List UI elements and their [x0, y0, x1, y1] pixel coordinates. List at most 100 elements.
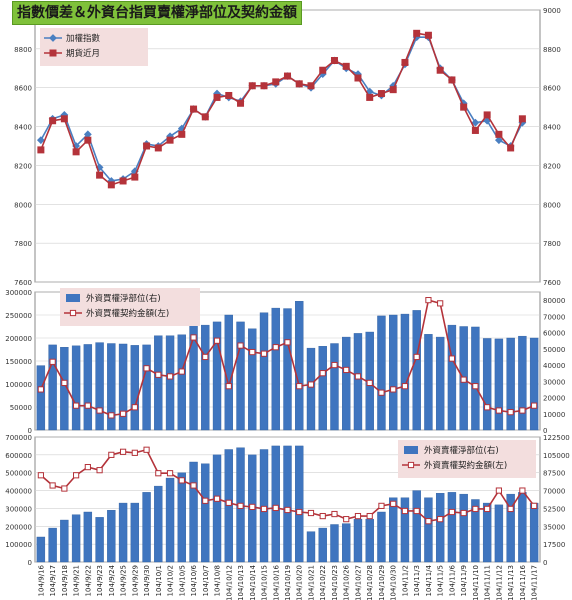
data-point [413, 507, 420, 515]
bar [482, 502, 492, 563]
x-tick-label: 104/9/18 [61, 565, 69, 596]
bar [435, 336, 445, 431]
x-tick-label: 104/10/27 [354, 565, 362, 600]
data-point [272, 78, 280, 86]
left-tick-label: 8000 [14, 201, 32, 209]
x-tick-label: 104/11/13 [507, 565, 515, 600]
right-tick-label: 10000 [543, 411, 565, 419]
legend-label: 外資賣權淨部位(右) [424, 445, 499, 456]
left-tick-label: 150000 [5, 358, 32, 366]
bar [259, 449, 269, 563]
data-point [378, 502, 385, 509]
data-point [307, 82, 315, 90]
data-point [460, 376, 467, 383]
data-point [190, 334, 197, 341]
data-point [354, 74, 362, 82]
data-point [37, 386, 44, 393]
data-point [143, 365, 150, 372]
data-point [331, 510, 338, 518]
legend [398, 440, 536, 478]
data-point [401, 58, 409, 66]
data-point [108, 412, 115, 419]
x-tick-label: 104/9/24 [108, 564, 116, 596]
right-tick-label: 8000 [543, 201, 561, 209]
data-point [49, 34, 57, 42]
bar [295, 301, 304, 431]
data-point [131, 173, 139, 181]
bar [107, 343, 116, 431]
bar [295, 445, 304, 563]
data-point [49, 358, 56, 365]
x-tick-label: 104/10/28 [366, 565, 374, 600]
data-point [425, 297, 432, 304]
left-tick-label: 300000 [5, 505, 32, 513]
data-point [484, 505, 491, 513]
x-tick-label: 104/11/10 [472, 565, 480, 600]
bar [248, 328, 257, 431]
left-tick-label: 0 [28, 559, 32, 567]
data-point [60, 115, 68, 123]
data-point [531, 402, 538, 409]
left-tick-label: 250000 [5, 312, 32, 320]
legend-swatch [66, 294, 80, 302]
data-point [472, 383, 479, 390]
data-point [296, 383, 303, 390]
bar [424, 497, 433, 563]
bar [306, 347, 316, 431]
bar [95, 342, 104, 431]
bar [482, 338, 492, 431]
bar [201, 463, 210, 563]
data-point [390, 500, 397, 507]
bar [342, 336, 351, 431]
right-tick-label: 122500 [543, 434, 570, 442]
data-point [507, 505, 514, 513]
x-tick-label: 104/10/22 [319, 565, 327, 600]
data-point [437, 516, 444, 523]
data-point [73, 402, 80, 409]
data-point [407, 461, 415, 469]
bar [518, 335, 527, 431]
data-point [260, 505, 268, 513]
x-tick-label: 104/11/17 [531, 565, 539, 600]
bar [306, 531, 316, 563]
bar [236, 321, 245, 431]
legend [40, 28, 148, 66]
data-point [460, 509, 467, 517]
data-point [319, 370, 326, 377]
data-point [96, 467, 103, 474]
right-tick-label: 30000 [543, 378, 565, 386]
data-point [484, 404, 491, 411]
right-tick-label: 9000 [543, 7, 561, 15]
bar [83, 344, 93, 431]
x-tick-label: 104/9/23 [96, 565, 104, 596]
right-tick-label: 7800 [543, 240, 561, 248]
bar [189, 461, 198, 563]
data-point [519, 407, 526, 414]
x-tick-label: 104/10/26 [343, 564, 351, 600]
data-point [343, 366, 350, 374]
left-tick-label: 400000 [5, 488, 32, 496]
right-tick-label: 8200 [543, 162, 561, 170]
data-point [413, 353, 420, 361]
bar [142, 344, 151, 431]
bar [529, 502, 539, 563]
data-point [377, 90, 385, 98]
data-point [131, 404, 138, 411]
bar [165, 477, 175, 563]
data-point [213, 337, 221, 344]
legend-label: 外資買權淨部位(右) [86, 293, 161, 304]
data-point [96, 171, 104, 179]
data-point [531, 502, 538, 509]
data-point [237, 99, 245, 107]
bar [353, 518, 363, 563]
data-point [166, 373, 174, 380]
bar [389, 497, 398, 563]
legend-label: 期貨近月 [66, 48, 100, 59]
bar [330, 524, 339, 563]
left-tick-label: 200000 [5, 335, 32, 343]
data-point [495, 130, 503, 138]
x-tick-label: 104/10/16 [272, 564, 280, 600]
data-point [319, 512, 326, 520]
data-point [84, 136, 92, 144]
bar [424, 334, 433, 431]
